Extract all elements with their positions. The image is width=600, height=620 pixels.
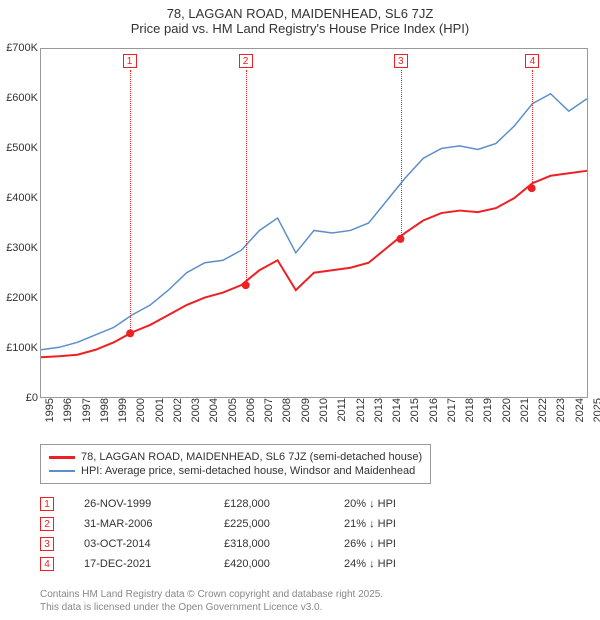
x-tick-label: 2015: [409, 398, 421, 438]
y-tick-label: £500K: [6, 142, 38, 154]
y-tick-label: £600K: [6, 92, 38, 104]
sale-marker-line: [246, 70, 247, 286]
x-tick-label: 2004: [208, 398, 220, 438]
legend-item: HPI: Average price, semi-detached house,…: [49, 465, 422, 477]
y-tick-label: £200K: [6, 292, 38, 304]
x-tick-label: 2018: [464, 398, 476, 438]
x-tick-label: 2013: [373, 398, 385, 438]
sale-row-marker: 2: [40, 517, 54, 531]
sale-row-price: £128,000: [224, 498, 344, 510]
sale-row: 4 17-DEC-2021£420,00024% ↓ HPI: [40, 554, 464, 574]
x-tick-label: 2009: [300, 398, 312, 438]
sale-marker-line: [532, 70, 533, 188]
sale-row-gap: 26% ↓ HPI: [344, 538, 464, 550]
y-tick-label: £700K: [6, 42, 38, 54]
x-tick-label: 2002: [172, 398, 184, 438]
legend-label: HPI: Average price, semi-detached house,…: [81, 465, 415, 477]
sale-row-price: £225,000: [224, 518, 344, 530]
x-tick-label: 2014: [391, 398, 403, 438]
legend-label: 78, LAGGAN ROAD, MAIDENHEAD, SL6 7JZ (se…: [81, 451, 422, 463]
x-tick-label: 1997: [81, 398, 93, 438]
sale-row-gap: 21% ↓ HPI: [344, 518, 464, 530]
x-tick-label: 2005: [227, 398, 239, 438]
x-tick-label: 2022: [537, 398, 549, 438]
sale-marker-line: [130, 70, 131, 334]
sale-row-marker: 1: [40, 497, 54, 511]
sale-row-date: 26-NOV-1999: [84, 498, 224, 510]
sale-marker-line: [401, 70, 402, 239]
sale-row-marker: 3: [40, 537, 54, 551]
x-tick-label: 2025: [592, 398, 600, 438]
legend-item: 78, LAGGAN ROAD, MAIDENHEAD, SL6 7JZ (se…: [49, 451, 422, 463]
x-tick-label: 2006: [245, 398, 257, 438]
sale-row-marker: 4: [40, 557, 54, 571]
x-tick-label: 2017: [446, 398, 458, 438]
x-tick-label: 2020: [501, 398, 513, 438]
sale-row-date: 17-DEC-2021: [84, 558, 224, 570]
x-tick-label: 2021: [519, 398, 531, 438]
sale-row-date: 31-MAR-2006: [84, 518, 224, 530]
x-tick-label: 2016: [428, 398, 440, 438]
footer-line: This data is licensed under the Open Gov…: [40, 601, 383, 614]
y-tick-label: £0: [26, 392, 38, 404]
sale-row-price: £420,000: [224, 558, 344, 570]
legend-swatch: [49, 470, 75, 472]
x-tick-label: 2001: [154, 398, 166, 438]
x-tick-label: 1996: [62, 398, 74, 438]
sale-row: 3 03-OCT-2014£318,00026% ↓ HPI: [40, 534, 464, 554]
chart-plot-area: [40, 48, 588, 398]
footer: Contains HM Land Registry data © Crown c…: [40, 588, 383, 614]
sale-row-price: £318,000: [224, 538, 344, 550]
legend: 78, LAGGAN ROAD, MAIDENHEAD, SL6 7JZ (se…: [40, 444, 431, 484]
sale-marker-box: 4: [525, 54, 539, 68]
sale-row-gap: 24% ↓ HPI: [344, 558, 464, 570]
sale-marker-box: 2: [239, 54, 253, 68]
x-tick-label: 2000: [135, 398, 147, 438]
sale-row: 1 26-NOV-1999£128,00020% ↓ HPI: [40, 494, 464, 514]
x-tick-label: 2008: [281, 398, 293, 438]
x-tick-label: 1995: [44, 398, 56, 438]
x-tick-label: 2024: [574, 398, 586, 438]
x-tick-label: 2023: [555, 398, 567, 438]
sale-row-gap: 20% ↓ HPI: [344, 498, 464, 510]
x-tick-label: 2010: [318, 398, 330, 438]
x-tick-label: 2019: [482, 398, 494, 438]
footer-line: Contains HM Land Registry data © Crown c…: [40, 588, 383, 601]
sale-marker-box: 3: [394, 54, 408, 68]
series-property: [41, 171, 587, 357]
x-tick-label: 2007: [263, 398, 275, 438]
y-tick-label: £300K: [6, 242, 38, 254]
title-subtitle: Price paid vs. HM Land Registry's House …: [0, 21, 600, 36]
sale-row: 2 31-MAR-2006£225,00021% ↓ HPI: [40, 514, 464, 534]
series-hpi: [41, 94, 587, 350]
sale-row-date: 03-OCT-2014: [84, 538, 224, 550]
x-tick-label: 2003: [190, 398, 202, 438]
legend-swatch: [49, 456, 75, 459]
title-block: 78, LAGGAN ROAD, MAIDENHEAD, SL6 7JZ Pri…: [0, 0, 600, 38]
y-tick-label: £100K: [6, 342, 38, 354]
sale-marker-box: 1: [123, 54, 137, 68]
sales-table: 1 26-NOV-1999£128,00020% ↓ HPI 2 31-MAR-200…: [40, 494, 464, 574]
y-tick-label: £400K: [6, 192, 38, 204]
x-tick-label: 2012: [355, 398, 367, 438]
x-tick-label: 2011: [336, 398, 348, 438]
title-address: 78, LAGGAN ROAD, MAIDENHEAD, SL6 7JZ: [0, 6, 600, 21]
chart-container: 78, LAGGAN ROAD, MAIDENHEAD, SL6 7JZ Pri…: [0, 0, 600, 620]
x-tick-label: 1998: [99, 398, 111, 438]
chart-svg: [41, 49, 587, 397]
x-tick-label: 1999: [117, 398, 129, 438]
